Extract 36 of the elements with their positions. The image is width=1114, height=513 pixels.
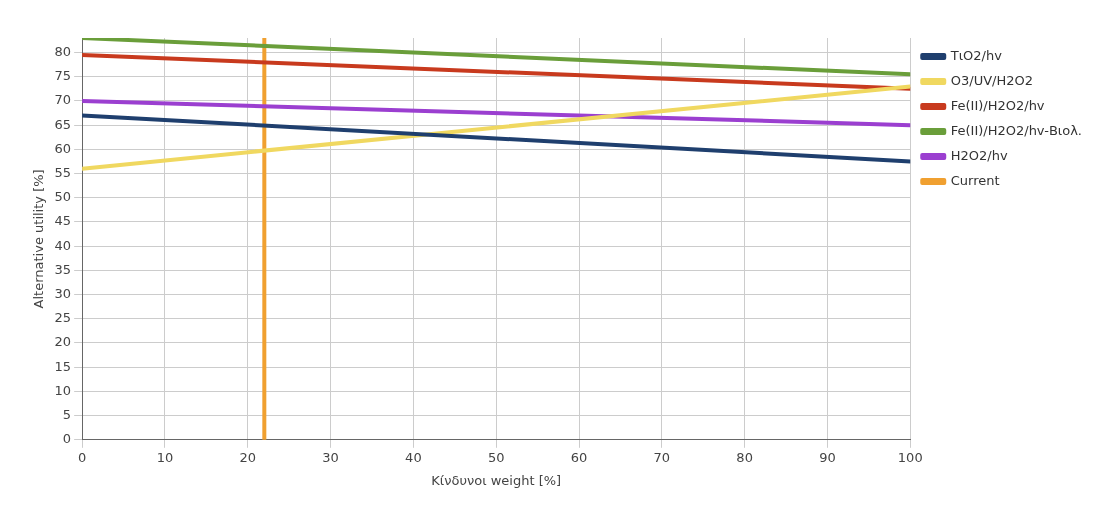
x-tick-label: 40: [405, 449, 422, 465]
y-tick-label: 15: [54, 358, 72, 374]
x-tick-label: 80: [736, 449, 753, 465]
legend-label: H2O2/hv: [950, 147, 1008, 163]
y-tick-label: 40: [54, 237, 72, 253]
y-tick-label: 75: [54, 68, 72, 84]
x-tick-label: 90: [819, 449, 836, 465]
y-tick-label: 30: [54, 285, 72, 301]
y-tick-label: 20: [54, 334, 72, 350]
x-tick-label: 30: [322, 449, 339, 465]
y-tick-label: 0: [62, 431, 72, 447]
x-tick-label: 10: [156, 449, 174, 465]
y-tick-label: 45: [54, 213, 72, 229]
x-tick-label: 70: [653, 449, 671, 465]
x-tick-label: 20: [239, 449, 257, 465]
y-tick-label: 5: [62, 406, 72, 422]
legend-label: O3/UV/H2O2: [950, 72, 1033, 88]
x-tick-label: 60: [570, 449, 588, 465]
y-tick-label: 65: [54, 116, 72, 132]
y-tick-label: 80: [54, 43, 72, 59]
y-tick-label: 10: [54, 382, 72, 398]
legend-label: TιO2/hv: [949, 47, 1003, 63]
legend-label: Fe(II)/H2O2/hv: [950, 97, 1045, 113]
x-tick-label: 0: [78, 449, 87, 465]
y-axis-title: Alternative utility [%]: [31, 169, 47, 309]
legend-label: Current: [950, 172, 1000, 188]
y-tick-label: 70: [54, 92, 72, 108]
x-tick-label: 50: [487, 449, 505, 465]
legend-label: Fe(II)/H2O2/hv-Βιολ.: [950, 122, 1083, 138]
y-tick-label: 55: [54, 164, 72, 180]
y-tick-label: 50: [54, 189, 72, 205]
y-tick-label: 25: [54, 310, 72, 326]
y-tick-label: 60: [54, 140, 72, 156]
y-tick-label: 35: [54, 261, 72, 277]
x-tick-label: 100: [897, 449, 923, 465]
x-axis-title: Κίνδυνοι weight [%]: [431, 472, 562, 488]
